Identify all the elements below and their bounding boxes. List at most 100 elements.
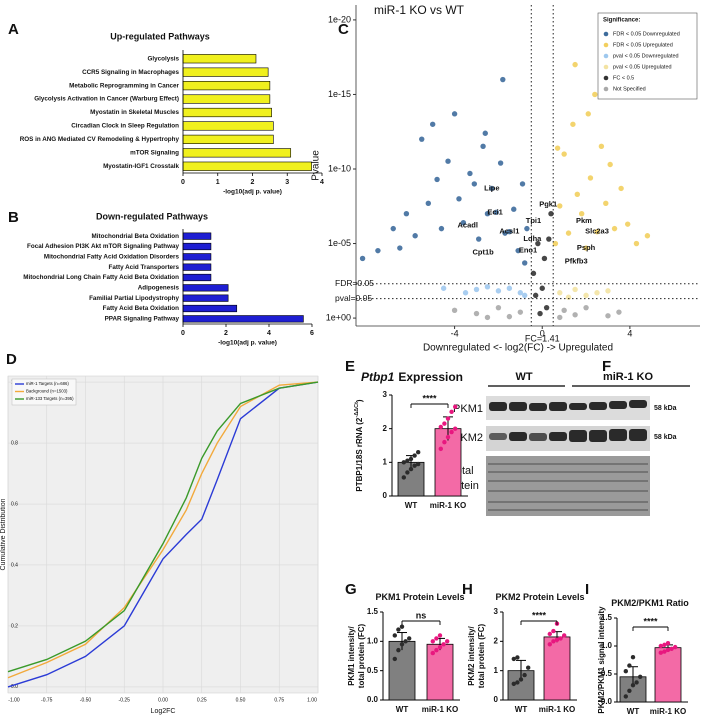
category-label: Focal Adhesion PI3K Akt mTOR Signaling P… (27, 243, 179, 250)
point (572, 312, 578, 318)
point (515, 247, 521, 254)
data-point (547, 631, 552, 637)
category-label: Familial Partial Lipodystrophy (89, 295, 179, 302)
data-point (408, 456, 414, 462)
point (484, 314, 491, 321)
data-point (515, 655, 520, 660)
point (605, 313, 611, 319)
data-point (412, 453, 417, 458)
point (539, 285, 545, 291)
point (476, 236, 482, 242)
point (598, 143, 605, 149)
data-point (401, 475, 406, 480)
y-tick-label: 0 (494, 695, 499, 704)
bar (182, 284, 229, 292)
point (462, 290, 469, 296)
category-label: Mitochondrial Fatty Acid Oxidation Disor… (44, 254, 180, 261)
blot-strip (486, 456, 650, 516)
data-point (551, 639, 556, 644)
point (633, 240, 640, 247)
point (511, 206, 517, 212)
panel-letter: I (585, 581, 589, 598)
y-axis-label-end: ) (355, 399, 364, 402)
point (585, 111, 591, 117)
data-point (623, 669, 628, 674)
bar (182, 81, 271, 91)
band (629, 429, 647, 441)
gene-label: Acadl (458, 220, 478, 229)
point (456, 196, 462, 202)
data-point (441, 642, 446, 647)
gene-label: Pkm (576, 216, 592, 225)
chart-title: PKM2/PKM1 Ratio (611, 598, 689, 608)
point (467, 170, 473, 177)
x-tick-label: 0 (181, 330, 185, 337)
panel-letter: E (345, 358, 355, 375)
point (592, 91, 598, 98)
point (484, 211, 491, 217)
point (530, 270, 537, 277)
point (554, 145, 561, 151)
bar (182, 94, 271, 104)
legend-swatch (603, 42, 609, 48)
y-tick-label: 3 (494, 607, 499, 616)
gene-label: Eno1 (519, 246, 537, 255)
category-label: Metabolic Reprogramming in Cancer (69, 82, 179, 89)
point (451, 111, 458, 117)
data-point (554, 637, 560, 643)
point (570, 121, 576, 127)
y-tick-label: 1 (494, 666, 499, 675)
category-label: mTOR Signaling (130, 150, 179, 157)
y-axis-label: total protein (FC) (357, 623, 366, 688)
point (546, 236, 552, 242)
data-point (662, 642, 667, 648)
point (506, 285, 513, 291)
y-axis-label: PTBP1/18S rRNA (2-ΔΔCt) (354, 399, 364, 492)
y-tick-label: 0 (383, 491, 388, 500)
data-point (405, 458, 410, 463)
legend-label: miR-1 Targets (n=686) (26, 381, 69, 386)
y-tick-label: 0.0 (367, 695, 379, 704)
x-tick-label: 1.00 (307, 697, 317, 703)
chart-title: miR-1 KO vs WT (374, 3, 465, 17)
significance-label: **** (532, 610, 547, 620)
point (495, 288, 502, 294)
bar (182, 273, 212, 282)
band (569, 403, 587, 410)
category-label: Adipogenesis (138, 285, 180, 292)
y-tick-label: 1e-15 (328, 89, 351, 99)
data-point (445, 416, 451, 421)
bar (388, 640, 416, 701)
data-point (438, 446, 443, 452)
point (561, 151, 567, 157)
panel-letter: F (602, 358, 611, 375)
bar (182, 242, 212, 251)
data-point (430, 639, 435, 644)
bar (182, 315, 304, 323)
x-axis-label: -log10(adj p. value) (218, 340, 277, 347)
legend-label: miR-133 Targets (n=395) (26, 396, 74, 401)
significance-label: **** (643, 616, 658, 626)
category-label: CCR5 Signaling in Macrophages (82, 69, 179, 76)
data-point (658, 643, 663, 649)
x-tick-label: WT (515, 705, 528, 714)
y-tick-label: 0.0 (11, 684, 18, 690)
x-tick-label: miR-1 KO (422, 705, 458, 714)
band (609, 401, 627, 409)
point (506, 313, 513, 320)
x-tick-label: 0.00 (158, 697, 168, 703)
point (445, 158, 451, 164)
chart-title-gene: Ptbp1 (361, 370, 395, 384)
chart-title-text: PKM1 Protein Levels (375, 592, 464, 602)
legend-swatch (603, 53, 609, 59)
category-label: Fatty Acid Transporters (109, 264, 180, 271)
y-tick-label: 3 (383, 390, 388, 399)
panel-letter: C (338, 21, 349, 38)
gene-label: Tpi1 (526, 216, 541, 225)
data-point (407, 636, 412, 641)
bar (182, 253, 212, 261)
point (522, 260, 528, 266)
point (438, 225, 445, 232)
data-point (669, 646, 674, 651)
bar (182, 263, 212, 271)
